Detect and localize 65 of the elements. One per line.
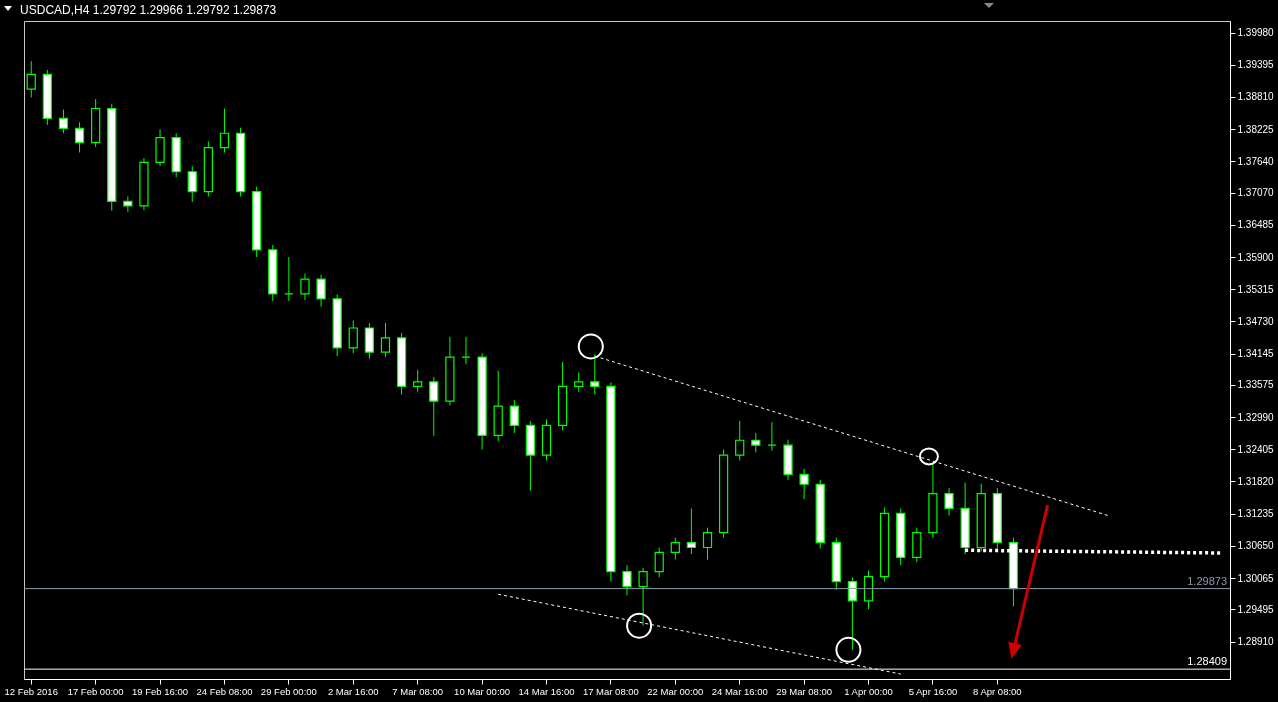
- y-tick-label: 1.29495: [1237, 603, 1275, 615]
- candlestick: [348, 319, 358, 354]
- candlestick: [622, 564, 632, 596]
- candlestick: [429, 376, 439, 437]
- x-tick-label: 8 Apr 08:00: [973, 685, 1022, 697]
- x-tick-label: 1 Apr 00:00: [844, 685, 893, 697]
- candlestick: [944, 487, 954, 517]
- y-tick-label: 1.37070: [1237, 187, 1275, 199]
- candlestick: [26, 60, 36, 98]
- x-tick-label: 17 Feb 00:00: [67, 685, 124, 697]
- x-tick-label: 7 Mar 08:00: [392, 685, 444, 697]
- x-tick-label: 10 Mar 00:00: [454, 685, 511, 697]
- candlestick: [219, 107, 230, 153]
- candlestick: [702, 527, 713, 561]
- y-tick-label: 1.30650: [1237, 540, 1275, 552]
- ref-line-label: 1.29873: [1187, 574, 1227, 587]
- candlestick: [74, 121, 85, 153]
- candlestick: [58, 109, 69, 134]
- candlestick: [590, 353, 600, 396]
- y-tick-label: 1.31235: [1237, 508, 1275, 520]
- y-tick-label: 1.32405: [1237, 443, 1275, 455]
- candlestick: [654, 547, 664, 578]
- candlestick: [847, 576, 858, 651]
- y-tick-label: 1.28910: [1237, 636, 1275, 648]
- x-tick-label: 24 Feb 08:00: [196, 685, 253, 697]
- y-tick-label: 1.33575: [1237, 379, 1275, 391]
- candlestick: [300, 273, 310, 301]
- y-tick-label: 1.36485: [1237, 219, 1275, 231]
- candlestick: [413, 369, 423, 393]
- chart-title: USDCAD,H4 1.29792 1.29966 1.29792 1.29873: [20, 3, 277, 17]
- y-tick-label: 1.32990: [1237, 411, 1275, 423]
- x-tick-label: 19 Feb 16:00: [132, 685, 189, 697]
- y-tick-label: 1.35315: [1237, 283, 1275, 295]
- x-tick-label: 14 Mar 16:00: [518, 685, 575, 697]
- y-tick-label: 1.34730: [1237, 315, 1275, 327]
- x-tick-label: 12 Feb 2016: [4, 685, 58, 697]
- x-tick-label: 2 Mar 16:00: [327, 685, 379, 697]
- y-tick-label: 1.37640: [1237, 155, 1275, 167]
- y-tick-label: 1.38810: [1237, 91, 1275, 103]
- y-tick-label: 1.39395: [1237, 59, 1275, 71]
- y-tick-label: 1.39980: [1237, 27, 1275, 39]
- candlestick: [735, 420, 745, 462]
- candlestick: [187, 165, 197, 203]
- candlestick: [574, 372, 584, 393]
- x-tick-label: 24 Mar 16:00: [711, 685, 768, 697]
- y-tick-label: 1.31820: [1237, 475, 1275, 487]
- x-tick-label: 5 Apr 16:00: [908, 685, 958, 697]
- ref-line-label: 1.28409: [1187, 655, 1227, 668]
- candlestick: [751, 432, 761, 453]
- candlestick: [316, 274, 326, 308]
- x-tick-label: 22 Mar 00:00: [647, 685, 704, 697]
- candlestick: [380, 322, 391, 358]
- y-tick-label: 1.38225: [1237, 123, 1275, 135]
- y-tick-label: 1.34145: [1237, 348, 1275, 360]
- candlestick: [509, 399, 519, 434]
- x-tick-label: 29 Mar 08:00: [776, 685, 833, 697]
- candlestick: [638, 567, 648, 627]
- candlestick: [799, 468, 809, 500]
- x-tick-label: 17 Mar 08:00: [582, 685, 639, 697]
- y-tick-label: 1.35900: [1237, 251, 1275, 263]
- candlestick: [686, 507, 697, 555]
- candlestick: [670, 537, 680, 561]
- candlestick: [123, 196, 133, 213]
- y-tick-label: 1.30065: [1237, 572, 1275, 584]
- x-tick-label: 29 Feb 00:00: [260, 685, 317, 697]
